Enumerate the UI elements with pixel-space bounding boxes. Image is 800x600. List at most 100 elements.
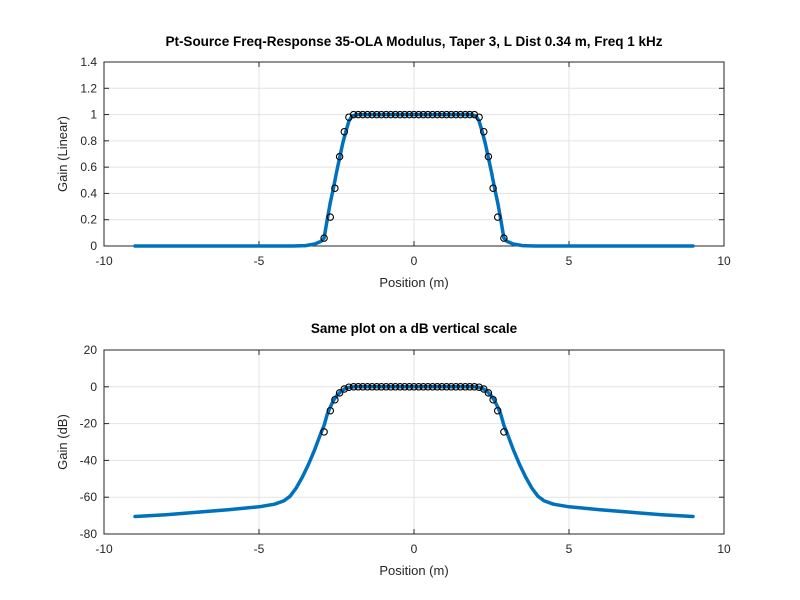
- source-marker-db: [414, 383, 423, 391]
- source-marker-db: [359, 383, 367, 391]
- y-tick-label-linear: 0.8: [80, 134, 97, 148]
- source-marker-linear: [433, 110, 442, 119]
- source-marker-linear: [368, 110, 376, 119]
- source-marker-linear: [414, 110, 423, 119]
- source-marker-linear: [493, 213, 502, 221]
- y-ticks-linear: 0 0.2 0.4 0.6 0.8 1 1.2 1.4: [80, 55, 724, 253]
- y-tick-label-linear: 0: [90, 239, 97, 253]
- y-tick-label-db: -60: [80, 490, 98, 504]
- source-marker-db: [368, 383, 376, 391]
- source-marker-linear: [326, 213, 335, 221]
- x-tick-label-db: -5: [254, 542, 265, 556]
- source-marker-linear: [335, 152, 344, 161]
- source-marker-db: [447, 383, 455, 391]
- source-marker-linear: [320, 234, 328, 242]
- source-marker-linear: [377, 110, 386, 119]
- y-axis-label-db: Gain (dB): [55, 414, 70, 470]
- source-marker-linear: [428, 110, 437, 119]
- source-marker-linear: [484, 152, 493, 161]
- source-marker-db: [410, 383, 418, 391]
- source-marker-db: [373, 383, 381, 391]
- source-marker-db: [391, 383, 400, 391]
- source-marker-db: [428, 383, 437, 391]
- y-tick-label-db: -80: [80, 527, 98, 541]
- y-tick-label-linear: 0.4: [80, 186, 97, 200]
- source-marker-db: [461, 383, 469, 391]
- gain-curve-db: [133, 385, 695, 519]
- y-axis-label-linear: Gain (Linear): [55, 116, 70, 192]
- y-tick-label-linear: 1: [90, 108, 97, 122]
- source-marker-linear: [489, 184, 497, 192]
- source-marker-linear: [419, 110, 428, 119]
- source-marker-db: [405, 383, 414, 391]
- source-marker-db: [452, 383, 460, 391]
- source-marker-db: [400, 383, 409, 391]
- source-marker-db: [470, 383, 479, 391]
- source-marker-linear: [400, 110, 409, 119]
- source-marker-linear: [382, 110, 390, 119]
- x-tick-label-linear: -5: [254, 254, 265, 268]
- source-marker-db: [349, 383, 358, 391]
- source-marker-linear: [363, 110, 372, 119]
- source-marker-linear: [461, 110, 469, 119]
- x-tick-label-linear: 0: [411, 254, 418, 268]
- source-marker-linear: [391, 110, 400, 119]
- source-marker-db: [442, 383, 451, 391]
- source-marker-db: [433, 383, 442, 391]
- source-marker-db: [424, 383, 432, 391]
- source-marker-db: [345, 383, 353, 391]
- source-marker-db: [335, 389, 344, 397]
- x-tick-label-db: 0: [411, 542, 418, 556]
- source-marker-db: [331, 395, 339, 404]
- source-marker-linear: [447, 110, 455, 119]
- y-tick-label-linear: 0.2: [80, 213, 97, 227]
- y-tick-label-linear: 0.6: [80, 160, 97, 174]
- source-marker-linear: [405, 110, 414, 119]
- x-tick-label-linear: 10: [717, 254, 731, 268]
- source-marker-linear: [480, 127, 488, 136]
- source-marker-db: [382, 383, 390, 391]
- chart-linear-gain: -10 -5 0 5 10 0 0.2 0.4 0.6 0.8 1 1.2 1.4 Pt-Source…: [55, 34, 731, 290]
- source-marker-linear: [442, 110, 451, 119]
- source-marker-linear: [438, 110, 446, 119]
- source-marker-linear: [466, 110, 474, 119]
- source-marker-db: [396, 383, 404, 391]
- source-marker-db: [493, 406, 502, 415]
- source-marker-linear: [359, 110, 367, 119]
- series-db: [133, 383, 695, 519]
- x-axis-label-linear: Position (m): [379, 275, 448, 290]
- y-tick-label-db: -40: [80, 453, 98, 467]
- source-marker-db: [419, 383, 428, 391]
- source-marker-linear: [475, 113, 483, 121]
- source-marker-db: [363, 383, 372, 391]
- x-axis-label-db: Position (m): [379, 563, 448, 578]
- x-tick-label-linear: 5: [566, 254, 573, 268]
- source-marker-db: [500, 428, 508, 436]
- source-marker-db: [387, 383, 395, 391]
- x-tick-label-db: 10: [717, 542, 731, 556]
- source-marker-linear: [452, 110, 460, 119]
- series-linear: [133, 110, 695, 248]
- x-tick-label-db: -10: [95, 542, 113, 556]
- source-marker-db: [320, 428, 328, 436]
- source-marker-db: [326, 406, 335, 415]
- source-marker-linear: [424, 110, 432, 119]
- y-tick-label-linear: 1.4: [80, 55, 97, 69]
- chart-title-db: Same plot on a dB vertical scale: [311, 321, 518, 336]
- x-tick-label-db: 5: [566, 542, 573, 556]
- source-marker-linear: [354, 110, 362, 119]
- source-marker-linear: [373, 110, 381, 119]
- source-marker-linear: [340, 127, 349, 136]
- source-marker-linear: [349, 110, 358, 119]
- y-tick-label-db: 20: [84, 343, 98, 357]
- source-marker-db: [354, 383, 362, 391]
- source-marker-linear: [387, 110, 395, 119]
- source-marker-db: [480, 385, 488, 393]
- gain-curve-linear: [133, 112, 695, 248]
- source-marker-linear: [396, 110, 404, 119]
- source-marker-linear: [410, 110, 418, 119]
- chart-db-gain: -10 -5 0 5 10 -80 -60 -40 -20 0 20 Same plot on a…: [55, 321, 731, 578]
- source-marker-linear: [500, 234, 508, 242]
- source-marker-db: [489, 395, 497, 404]
